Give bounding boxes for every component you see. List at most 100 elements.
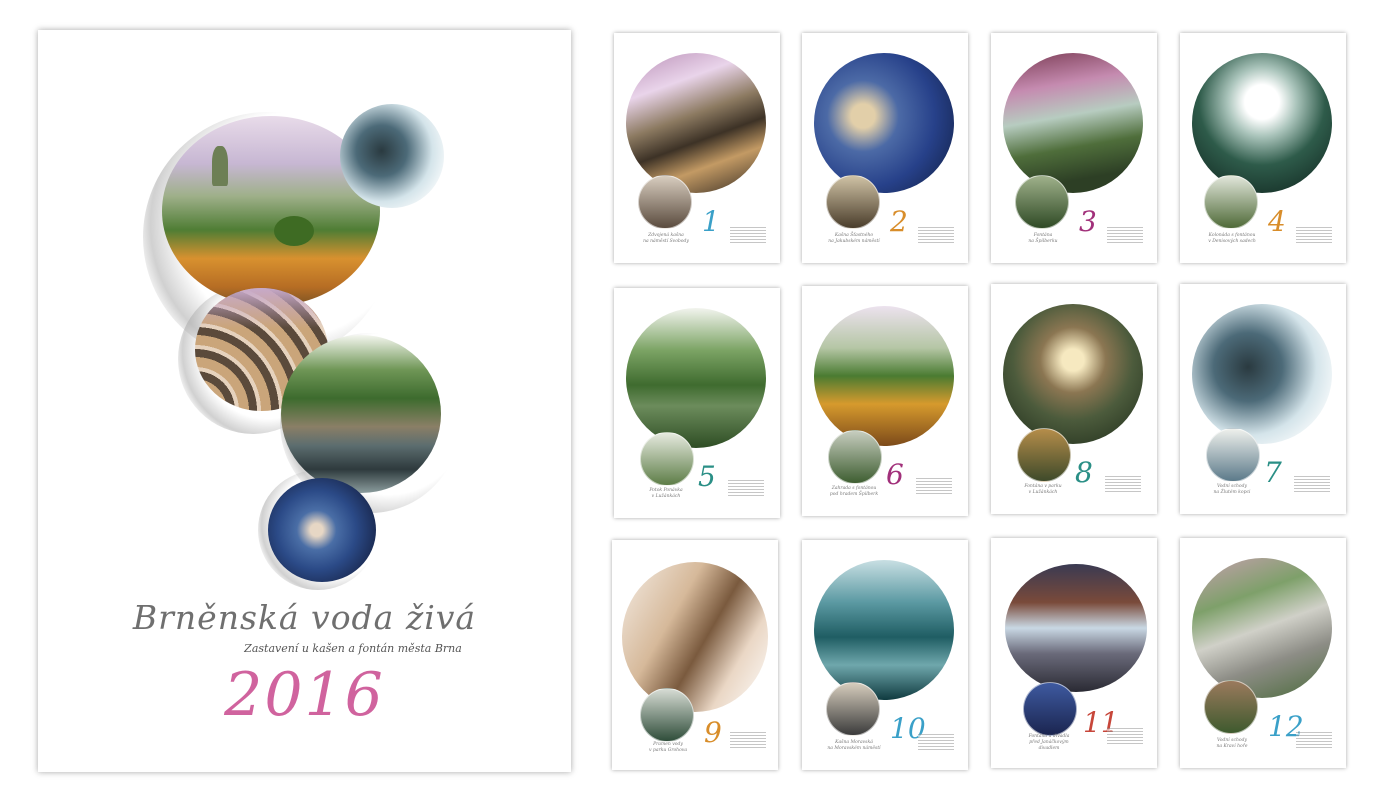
month-inset-photo <box>640 688 694 742</box>
month-caption-line: Kolonáda s fontánou <box>1208 233 1256 238</box>
month-page-7: 7 Vodní schody na Žlutém kopci <box>1180 284 1346 514</box>
month-day-grid <box>918 734 954 750</box>
month-inset-photo <box>640 432 694 486</box>
month-number: 4 <box>1268 205 1286 238</box>
hedge-detail <box>274 216 314 246</box>
month-main-photo <box>1192 558 1332 698</box>
month-main-photo <box>626 53 766 193</box>
month-main-photo <box>1003 53 1143 193</box>
month-number: 5 <box>698 460 716 493</box>
month-main-photo <box>814 306 954 446</box>
month-inset-photo <box>1204 175 1258 229</box>
month-caption-line: Fontána u divadla <box>1028 734 1070 739</box>
month-day-grid <box>1107 227 1143 243</box>
month-caption-line: v Denisových sadech <box>1208 239 1256 244</box>
month-inset-photo <box>1017 428 1071 482</box>
garden-photo <box>162 116 380 306</box>
month-number: 3 <box>1079 205 1097 238</box>
month-caption-line: v parku Grohova <box>648 748 688 753</box>
month-main-photo <box>1003 304 1143 444</box>
month-caption: Kašna Moravská na Moravském náměstí <box>824 740 884 752</box>
month-caption-line: Zdvojená kašna <box>648 233 684 238</box>
month-caption-line: Fontána v parku <box>1024 484 1062 489</box>
month-main-photo <box>1192 304 1332 444</box>
month-day-grid <box>730 227 766 243</box>
month-page-2: 2 Kašna Šťastného na Jakubském náměstí <box>802 33 968 263</box>
tree-detail <box>212 146 228 186</box>
month-caption-line: Kašna Moravská <box>835 740 873 745</box>
month-day-grid <box>728 480 764 496</box>
cover-subtitle: Zastavení u kašen a fontán města Brna <box>244 642 462 655</box>
month-caption: Pramen vody v parku Grohova <box>638 742 698 754</box>
month-caption-line: v Lužánkách <box>1028 490 1058 495</box>
month-caption-line: pod hradem Špilberk <box>829 492 879 497</box>
month-day-grid <box>916 478 952 494</box>
month-day-grid <box>1105 476 1141 492</box>
month-caption-line: na Kraví hoře <box>1216 744 1248 749</box>
cover-year: 2016 <box>224 660 385 730</box>
month-page-10: 10 Kašna Moravská na Moravském náměstí <box>802 540 968 770</box>
month-number: 2 <box>890 205 908 238</box>
month-caption-line: Pramen vody <box>653 742 683 747</box>
month-caption-line: na náměstí Svobody <box>643 239 689 244</box>
month-page-1: 1 Zdvojená kašna na náměstí Svobody <box>614 33 780 263</box>
statue-photo <box>268 478 376 582</box>
steps-photo <box>195 288 328 411</box>
cover-page: Brněnská voda živá Zastavení u kašen a f… <box>38 30 571 772</box>
month-main-photo <box>622 562 768 712</box>
month-inset-photo <box>638 175 692 229</box>
month-caption-line: na Žlutém kopci <box>1213 490 1251 495</box>
month-caption-line: Vodní schody <box>1216 738 1248 743</box>
month-number: 6 <box>886 458 904 491</box>
month-caption-line: Potok Ponávka <box>649 488 683 493</box>
month-inset-photo <box>828 430 882 484</box>
month-day-grid <box>1294 476 1330 492</box>
month-caption: Kolonáda s fontánou v Denisových sadech <box>1202 233 1262 245</box>
month-inset-photo <box>826 682 880 736</box>
park-fountain-photo <box>281 335 441 493</box>
month-main-photo <box>814 560 954 700</box>
month-caption: Vodní schody na Žlutém kopci <box>1202 484 1262 496</box>
month-main-photo <box>1192 53 1332 193</box>
month-page-12: 12 Vodní schody na Kraví hoře <box>1180 538 1346 768</box>
month-caption-line: Kašna Šťastného <box>834 233 874 238</box>
month-day-grid <box>730 732 766 748</box>
month-day-grid <box>1107 728 1143 744</box>
month-page-8: 8 Fontána v parku v Lužánkách <box>991 284 1157 514</box>
month-inset-photo <box>1023 682 1077 736</box>
month-page-5: 5 Potok Ponávka v Lužánkách <box>614 288 780 518</box>
month-caption: Zahrada s fontánou pod hradem Špilberk <box>824 486 884 498</box>
month-day-grid <box>918 227 954 243</box>
month-page-9: 9 Pramen vody v parku Grohova <box>612 540 778 770</box>
month-inset-photo <box>1204 680 1258 734</box>
month-main-photo <box>814 53 954 193</box>
month-number: 1 <box>702 205 720 238</box>
month-caption: Vodní schody na Kraví hoře <box>1202 738 1262 750</box>
month-number: 8 <box>1075 456 1093 489</box>
month-page-3: 3 Fontána na Špilberku <box>991 33 1157 263</box>
month-number: 9 <box>704 716 722 749</box>
month-caption: Fontána u divadla před Janáčkovým divadle… <box>1019 734 1079 752</box>
month-inset-photo <box>826 175 880 229</box>
month-caption: Kašna Šťastného na Jakubském náměstí <box>824 233 884 245</box>
month-day-grid <box>1296 227 1332 243</box>
month-caption-line: Zahrada s fontánou <box>831 486 877 491</box>
month-caption-line: na Špilberku <box>1028 239 1058 244</box>
month-caption-line: Fontána <box>1033 233 1053 238</box>
month-inset-photo <box>1206 428 1260 482</box>
month-day-grid <box>1296 732 1332 748</box>
month-caption-line: v Lužánkách <box>651 494 681 499</box>
month-caption-line: na Moravském náměstí <box>827 746 881 751</box>
month-page-4: 4 Kolonáda s fontánou v Denisových sadech <box>1180 33 1346 263</box>
month-inset-photo <box>1015 175 1069 229</box>
month-caption: Zdvojená kašna na náměstí Svobody <box>636 233 696 245</box>
month-main-photo <box>626 308 766 448</box>
month-page-6: 6 Zahrada s fontánou pod hradem Špilberk <box>802 286 968 516</box>
month-caption: Fontána na Špilberku <box>1013 233 1073 245</box>
cover-title: Brněnská voda živá <box>132 598 477 637</box>
month-number: 7 <box>1264 456 1282 489</box>
month-caption-line: Vodní schody <box>1216 484 1248 489</box>
frogs-photo <box>340 104 444 208</box>
month-caption: Fontána v parku v Lužánkách <box>1013 484 1073 496</box>
month-caption-line: před Janáčkovým divadlem <box>1029 740 1069 751</box>
